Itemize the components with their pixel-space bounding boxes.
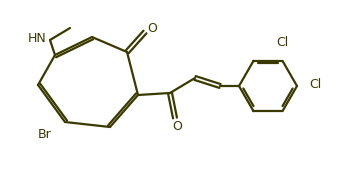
Text: Br: Br [38, 127, 52, 141]
Text: O: O [147, 21, 157, 35]
Text: O: O [172, 120, 182, 132]
Text: HN: HN [28, 32, 46, 45]
Text: Cl: Cl [309, 78, 321, 91]
Text: Cl: Cl [276, 36, 289, 49]
